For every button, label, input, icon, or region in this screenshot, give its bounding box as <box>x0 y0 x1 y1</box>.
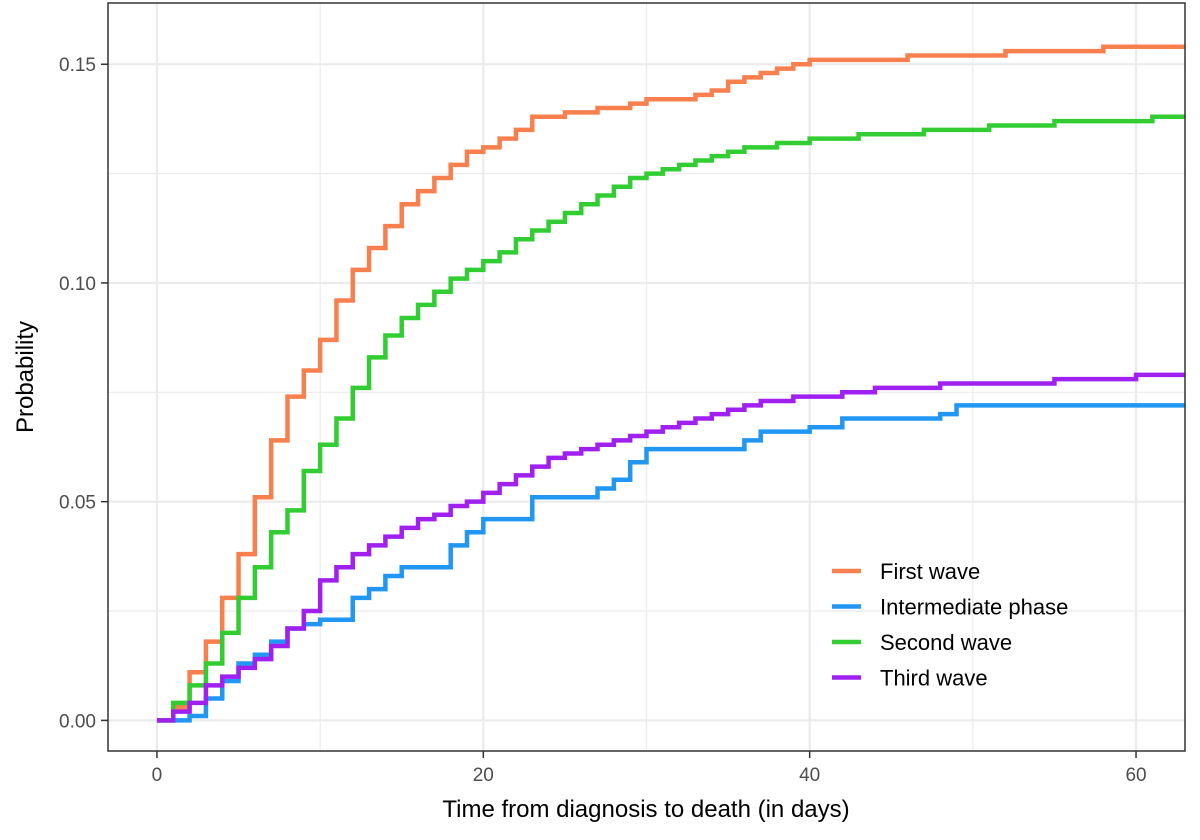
x-tick-label: 0 <box>152 765 163 786</box>
series-line-first-wave <box>156 44 1185 723</box>
series-line-third-wave <box>156 372 1185 723</box>
series-line-second-wave <box>156 114 1185 723</box>
y-tick-label: 0.05 <box>59 493 96 514</box>
legend-label-first-wave: First wave <box>880 559 980 584</box>
plot-panel-border <box>107 2 1186 752</box>
legend-label-third-wave: Third wave <box>880 666 988 691</box>
x-tick-label: 60 <box>1125 765 1146 786</box>
x-tick-label: 20 <box>473 765 494 786</box>
legend: First wave Intermediate phase Second wave T… <box>832 559 1068 691</box>
y-axis-title: Probability <box>12 321 39 433</box>
x-axis-title: Time from diagnosis to death (in days) <box>442 796 849 823</box>
series-layer <box>156 44 1185 723</box>
legend-label-second-wave: Second wave <box>880 630 1012 655</box>
y-axis: 0.00 0.05 0.10 0.15 <box>59 55 108 732</box>
y-tick-label: 0.10 <box>59 274 96 295</box>
x-tick-label: 40 <box>799 765 820 786</box>
y-tick-label: 0.00 <box>59 711 96 732</box>
legend-label-intermediate-phase: Intermediate phase <box>880 595 1068 620</box>
x-axis: 0 20 40 60 <box>152 751 1147 786</box>
series-line-intermediate-phase <box>156 403 1185 723</box>
y-tick-label: 0.15 <box>59 55 96 76</box>
